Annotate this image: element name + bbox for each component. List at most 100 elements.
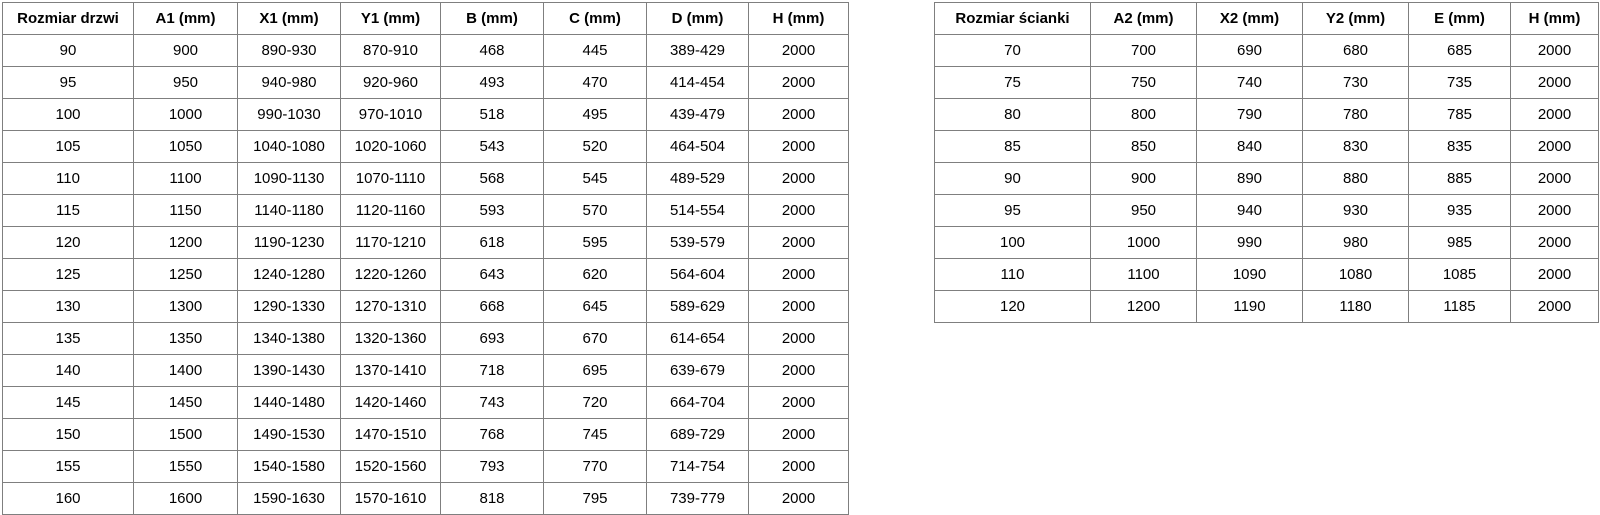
walls-cell: 880 — [1302, 162, 1409, 195]
doors-cell: 470 — [543, 66, 647, 99]
doors-cell: 160 — [2, 482, 134, 515]
doors-cell: 595 — [543, 226, 647, 259]
doors-cell: 2000 — [748, 194, 849, 227]
doors-cell: 1040-1080 — [237, 130, 341, 163]
doors-column-header: X1 (mm) — [237, 2, 341, 35]
walls-cell: 830 — [1302, 130, 1409, 163]
doors-cell: 1090-1130 — [237, 162, 341, 195]
doors-cell: 105 — [2, 130, 134, 163]
walls-cell: 2000 — [1510, 226, 1599, 259]
walls-cell: 850 — [1090, 130, 1197, 163]
walls-cell: 1200 — [1090, 290, 1197, 323]
doors-cell: 1290-1330 — [237, 290, 341, 323]
doors-cell: 2000 — [748, 354, 849, 387]
walls-cell: 120 — [934, 290, 1091, 323]
doors-cell: 768 — [440, 418, 544, 451]
doors-cell: 1300 — [133, 290, 238, 323]
doors-cell: 1340-1380 — [237, 322, 341, 355]
walls-cell: 740 — [1196, 66, 1303, 99]
walls-cell: 2000 — [1510, 34, 1599, 67]
doors-cell: 589-629 — [646, 290, 749, 323]
doors-cell: 539-579 — [646, 226, 749, 259]
doors-cell: 1100 — [133, 162, 238, 195]
doors-cell: 1200 — [133, 226, 238, 259]
doors-cell: 2000 — [748, 386, 849, 419]
doors-cell: 140 — [2, 354, 134, 387]
doors-cell: 770 — [543, 450, 647, 483]
doors-cell: 614-654 — [646, 322, 749, 355]
walls-column-header: Rozmiar ścianki — [934, 2, 1091, 35]
doors-cell: 468 — [440, 34, 544, 67]
doors-cell: 2000 — [748, 130, 849, 163]
table-row: 115 1150 1140-1180 1120-1160 593 570 514-554 20… — [2, 194, 849, 227]
walls-cell: 1100 — [1090, 258, 1197, 291]
table-row: 140 1400 1390-1430 1370-1410 718 695 639-679 20… — [2, 354, 849, 387]
doors-cell: 439-479 — [646, 98, 749, 131]
table-row: 80 800 790 780 785 2000 — [934, 98, 1599, 131]
doors-cell: 1400 — [133, 354, 238, 387]
doors-column-header: Y1 (mm) — [340, 2, 441, 35]
doors-cell: 2000 — [748, 258, 849, 291]
doors-cell: 668 — [440, 290, 544, 323]
doors-cell: 693 — [440, 322, 544, 355]
doors-cell: 1350 — [133, 322, 238, 355]
doors-cell: 414-454 — [646, 66, 749, 99]
doors-cell: 130 — [2, 290, 134, 323]
table-row: 75 750 740 730 735 2000 — [934, 66, 1599, 99]
doors-cell: 1540-1580 — [237, 450, 341, 483]
doors-cell: 593 — [440, 194, 544, 227]
walls-cell: 790 — [1196, 98, 1303, 131]
doors-cell: 568 — [440, 162, 544, 195]
walls-cell: 80 — [934, 98, 1091, 131]
doors-cell: 1500 — [133, 418, 238, 451]
table-row: 110 1100 1090 1080 1085 2000 — [934, 258, 1599, 291]
doors-cell: 1370-1410 — [340, 354, 441, 387]
doors-column-header: Rozmiar drzwi — [2, 2, 134, 35]
walls-cell: 90 — [934, 162, 1091, 195]
doors-cell: 570 — [543, 194, 647, 227]
table-row: 160 1600 1590-1630 1570-1610 818 795 739-779 20… — [2, 482, 849, 515]
doors-cell: 1520-1560 — [340, 450, 441, 483]
doors-cell: 95 — [2, 66, 134, 99]
doors-cell: 1050 — [133, 130, 238, 163]
doors-cell: 818 — [440, 482, 544, 515]
doors-cell: 2000 — [748, 322, 849, 355]
doors-column-header: H (mm) — [748, 2, 849, 35]
doors-cell: 514-554 — [646, 194, 749, 227]
doors-cell: 1220-1260 — [340, 258, 441, 291]
doors-column-header: C (mm) — [543, 2, 647, 35]
doors-cell: 1120-1160 — [340, 194, 441, 227]
doors-cell: 545 — [543, 162, 647, 195]
doors-size-table-container: Rozmiar drzwi A1 (mm) X1 (mm) Y1 (mm) B (mm)… — [2, 2, 849, 515]
doors-cell: 1240-1280 — [237, 258, 341, 291]
doors-cell: 389-429 — [646, 34, 749, 67]
table-row: 155 1550 1540-1580 1520-1560 793 770 714-754 20… — [2, 450, 849, 483]
doors-cell: 2000 — [748, 66, 849, 99]
doors-cell: 695 — [543, 354, 647, 387]
doors-header-row: Rozmiar drzwi A1 (mm) X1 (mm) Y1 (mm) B (mm)… — [2, 2, 849, 35]
walls-cell: 1000 — [1090, 226, 1197, 259]
walls-cell: 2000 — [1510, 162, 1599, 195]
walls-cell: 2000 — [1510, 290, 1599, 323]
walls-cell: 890 — [1196, 162, 1303, 195]
doors-cell: 1000 — [133, 98, 238, 131]
doors-cell: 543 — [440, 130, 544, 163]
doors-cell: 743 — [440, 386, 544, 419]
doors-cell: 1020-1060 — [340, 130, 441, 163]
doors-cell: 495 — [543, 98, 647, 131]
doors-cell: 870-910 — [340, 34, 441, 67]
doors-cell: 125 — [2, 258, 134, 291]
walls-cell: 785 — [1408, 98, 1511, 131]
walls-cell: 950 — [1090, 194, 1197, 227]
walls-cell: 1180 — [1302, 290, 1409, 323]
doors-cell: 1190-1230 — [237, 226, 341, 259]
doors-cell: 793 — [440, 450, 544, 483]
doors-cell: 620 — [543, 258, 647, 291]
doors-cell: 1320-1360 — [340, 322, 441, 355]
walls-cell: 2000 — [1510, 98, 1599, 131]
doors-cell: 720 — [543, 386, 647, 419]
doors-cell: 520 — [543, 130, 647, 163]
table-row: 150 1500 1490-1530 1470-1510 768 745 689-729 20… — [2, 418, 849, 451]
walls-cell: 1190 — [1196, 290, 1303, 323]
doors-cell: 135 — [2, 322, 134, 355]
